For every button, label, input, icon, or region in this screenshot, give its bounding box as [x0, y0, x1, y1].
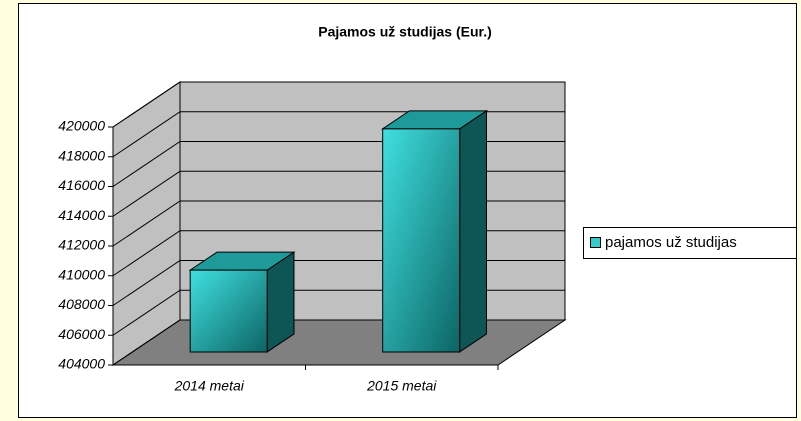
y-tick-label: 404000: [58, 356, 105, 372]
y-tick-label: 412000: [58, 237, 105, 253]
legend-label: pajamos už studijas: [605, 234, 737, 251]
chart-title: Pajamos už studijas (Eur.): [318, 24, 492, 40]
bar-front: [382, 128, 461, 353]
y-tick-label: 410000: [58, 266, 105, 282]
y-tick-label: 420000: [58, 118, 105, 134]
y-tick-label: 418000: [58, 147, 105, 163]
plot: 404000 406000 408000 410000 412000 414000 4160…: [58, 81, 567, 394]
y-tick-label: 416000: [58, 177, 105, 193]
y-tick-label: 406000: [58, 326, 105, 342]
x-tick-label: 2014 metai: [174, 378, 245, 394]
x-tick-label: 2015 metai: [366, 378, 437, 394]
bar: [188, 251, 296, 353]
y-tick-label: 408000: [58, 296, 105, 312]
bar-front: [189, 269, 268, 353]
bar-side: [459, 109, 487, 353]
legend: [583, 227, 797, 259]
legend-swatch: [590, 237, 601, 248]
y-tick-label: 414000: [58, 207, 105, 223]
bar: [381, 109, 489, 353]
floor: [111, 319, 567, 366]
grid-line: [112, 81, 565, 128]
